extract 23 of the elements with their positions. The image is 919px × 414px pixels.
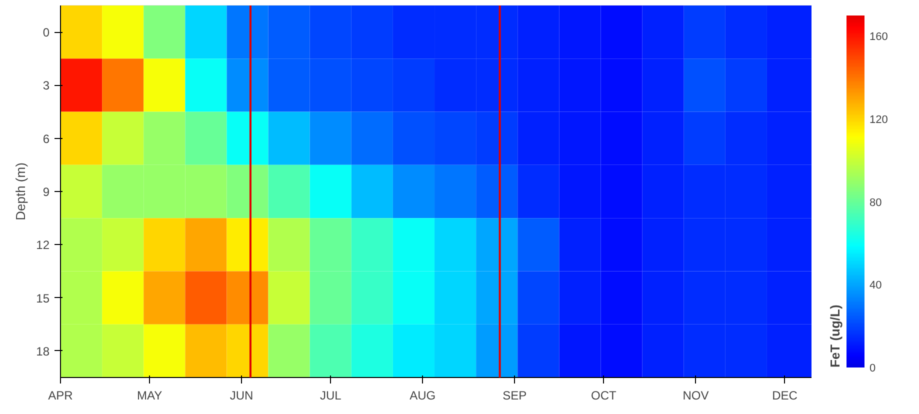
y-tick-label: 9 bbox=[42, 185, 50, 199]
color-bar-label: 120 bbox=[870, 114, 888, 126]
x-tick-label: JUL bbox=[320, 388, 342, 402]
x-tick-label: MAY bbox=[136, 388, 162, 402]
x-tick-label: AUG bbox=[410, 388, 436, 402]
color-bar-label: 80 bbox=[870, 196, 882, 209]
x-tick-label: NOV bbox=[682, 388, 709, 402]
x-tick-label: JUN bbox=[230, 388, 254, 402]
color-bar-title: FeT (ug/L) bbox=[828, 304, 842, 368]
y-tick-label: 0 bbox=[42, 26, 50, 40]
y-tick-label: 15 bbox=[36, 291, 50, 306]
color-bar-label: 0 bbox=[870, 362, 876, 374]
x-tick-label: APR bbox=[48, 388, 74, 402]
y-tick-label: 12 bbox=[36, 238, 50, 252]
color-bar-label: 160 bbox=[870, 31, 888, 44]
y-tick-label: 18 bbox=[36, 344, 50, 358]
color-bar-label: 40 bbox=[870, 280, 882, 292]
x-tick-label: SEP bbox=[502, 388, 527, 402]
y-axis-title: Depth (m) bbox=[13, 162, 28, 220]
y-tick-label: 6 bbox=[42, 132, 50, 146]
x-tick-label: DEC bbox=[772, 388, 798, 402]
x-tick-label: OCT bbox=[591, 388, 618, 402]
y-tick-label: 3 bbox=[42, 78, 50, 93]
